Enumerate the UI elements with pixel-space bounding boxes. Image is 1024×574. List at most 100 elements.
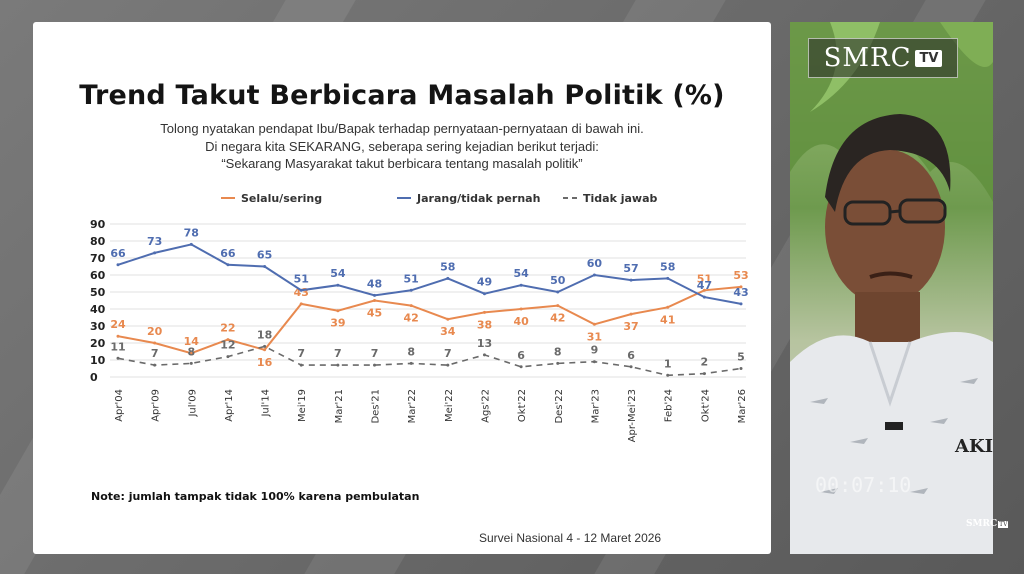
tidak_jawab-data-label: 2	[701, 356, 709, 369]
x-tick-label: Jul'14	[261, 389, 272, 418]
jarang-data-label: 58	[660, 260, 675, 273]
jarang-data-label: 54	[330, 267, 346, 280]
tidak_jawab-data-label: 7	[371, 347, 379, 360]
selalu-data-label: 22	[220, 322, 235, 335]
selalu-data-point	[373, 299, 377, 302]
jarang-data-point	[592, 273, 596, 277]
selalu-data-label: 42	[404, 312, 419, 325]
tidak_jawab-data-label: 11	[110, 340, 125, 353]
jarang-data-point	[446, 276, 450, 280]
jarang-data-point	[482, 292, 486, 296]
x-tick-label: Mar'21	[334, 389, 345, 423]
tidak_jawab-data-label: 6	[517, 349, 525, 362]
selalu-data-label: 14	[184, 335, 200, 348]
line-chart: 0 10 20 30 40 50 60 70 80 90 Apr'04 Apr'09 Jul'09 Apr…	[90, 192, 749, 442]
x-tick-label: Des'22	[554, 389, 565, 424]
x-tick-label: Mar'23	[590, 389, 601, 423]
x-tick-label: Mar'26	[737, 389, 748, 423]
logo-word: SMRC	[823, 43, 912, 73]
tidak_jawab-data-point	[263, 344, 267, 348]
jarang-data-label: 60	[587, 257, 603, 270]
tidak_jawab-data-label: 5	[737, 351, 745, 364]
x-tick-label: Feb'24	[664, 389, 675, 422]
jarang-series-line	[117, 243, 742, 305]
tidak_jawab-data-point	[153, 363, 157, 367]
selalu-data-label: 34	[440, 325, 456, 338]
logo-tv-badge: TV	[915, 49, 943, 67]
selalu-data-label: 39	[330, 317, 345, 330]
jarang-data-label: 51	[294, 272, 309, 285]
x-tick-label: Jul'09	[187, 389, 198, 418]
y-tick-label: 80	[90, 235, 106, 248]
jarang-data-point	[702, 295, 706, 299]
x-tick-label: Mar'22	[407, 389, 418, 423]
survey-source: Survei Nasional 4 - 12 Maret 2026	[479, 531, 662, 545]
tidak_jawab-data-point	[373, 363, 377, 367]
tidak_jawab-data-point	[116, 356, 120, 360]
chart-subtitle-1: Tolong nyatakan pendapat Ibu/Bapak terha…	[160, 121, 644, 136]
jarang-data-point	[409, 288, 413, 292]
x-tick-label: Mei'22	[444, 389, 455, 422]
jarang-data-point	[116, 263, 120, 267]
chart-subtitle-2: Di negara kita SEKARANG, seberapa sering…	[205, 139, 599, 154]
selalu-data-point	[226, 338, 230, 342]
jarang-data-point	[263, 265, 267, 268]
selalu-data-point	[592, 322, 596, 326]
jarang-data-point	[226, 263, 230, 267]
corner-watermark: SMRC TV	[966, 519, 1009, 529]
watermark-word: SMRC	[966, 519, 998, 529]
y-tick-label: 40	[90, 303, 106, 316]
legend-label: Tidak jawab	[583, 192, 657, 205]
tidak_jawab-data-label: 7	[297, 347, 305, 360]
jarang-data-point	[153, 251, 157, 255]
jarang-data-point	[629, 278, 633, 282]
chart-subtitle-3: “Sekarang Masyarakat takut berbicara ten…	[221, 156, 583, 171]
jarang-data-label: 65	[257, 249, 272, 262]
selalu-data-point	[666, 305, 670, 309]
x-tick-label: Apr-Mei'23	[627, 389, 638, 442]
jarang-data-point	[373, 293, 377, 297]
x-tick-label: Mei'19	[297, 389, 308, 422]
jarang-data-point	[519, 283, 523, 287]
x-tick-label: Apr'14	[224, 389, 235, 422]
tidak_jawab-data-point	[519, 365, 523, 369]
tidak_jawab-data-label: 13	[477, 337, 492, 350]
selalu-data-point	[446, 317, 450, 321]
selalu-data-point	[153, 341, 157, 345]
selalu-data-label: 45	[367, 307, 382, 320]
x-tick-label: Apr'09	[151, 389, 162, 422]
selalu-data-label: 24	[110, 318, 126, 331]
jarang-data-point	[189, 242, 193, 246]
tidak_jawab-data-point	[189, 361, 193, 365]
tidak_jawab-data-point	[336, 363, 340, 367]
selalu-data-label: 41	[660, 313, 675, 326]
selalu-data-label: 38	[477, 318, 492, 331]
tidak_jawab-data-point	[446, 363, 450, 367]
jarang-data-label: 49	[477, 276, 492, 289]
tidak_jawab-data-point	[666, 373, 670, 377]
chart-note: Note: jumlah tampak tidak 100% karena pe…	[91, 490, 420, 503]
jarang-data-label: 73	[147, 235, 162, 248]
jarang-data-label: 66	[110, 247, 126, 260]
jarang-data-label: 50	[550, 274, 566, 287]
selalu-data-label: 31	[587, 330, 602, 343]
selalu-data-point	[629, 312, 633, 316]
selalu-data-point	[409, 304, 413, 308]
jarang-data-label: 58	[440, 260, 455, 273]
selalu-data-point	[482, 310, 486, 314]
selalu-data-label: 42	[550, 312, 565, 325]
y-tick-label: 90	[90, 218, 106, 231]
watermark-tv: TV	[998, 521, 1009, 528]
y-tick-label: 20	[90, 337, 106, 350]
tidak_jawab-data-label: 8	[407, 345, 415, 358]
selalu-data-point	[263, 348, 267, 352]
selalu-data-label: 53	[733, 269, 748, 282]
legend-label: Selalu/sering	[241, 192, 322, 205]
tidak_jawab-data-point	[226, 355, 230, 359]
jarang-data-label: 47	[697, 279, 712, 292]
selalu-series-line	[117, 285, 742, 355]
tidak_jawab-data-point	[482, 353, 486, 357]
chart-slide: Trend Takut Berbicara Masalah Politik (%…	[33, 22, 771, 554]
tidak_jawab-data-label: 7	[444, 347, 452, 360]
tidak_jawab-data-label: 18	[257, 328, 272, 341]
